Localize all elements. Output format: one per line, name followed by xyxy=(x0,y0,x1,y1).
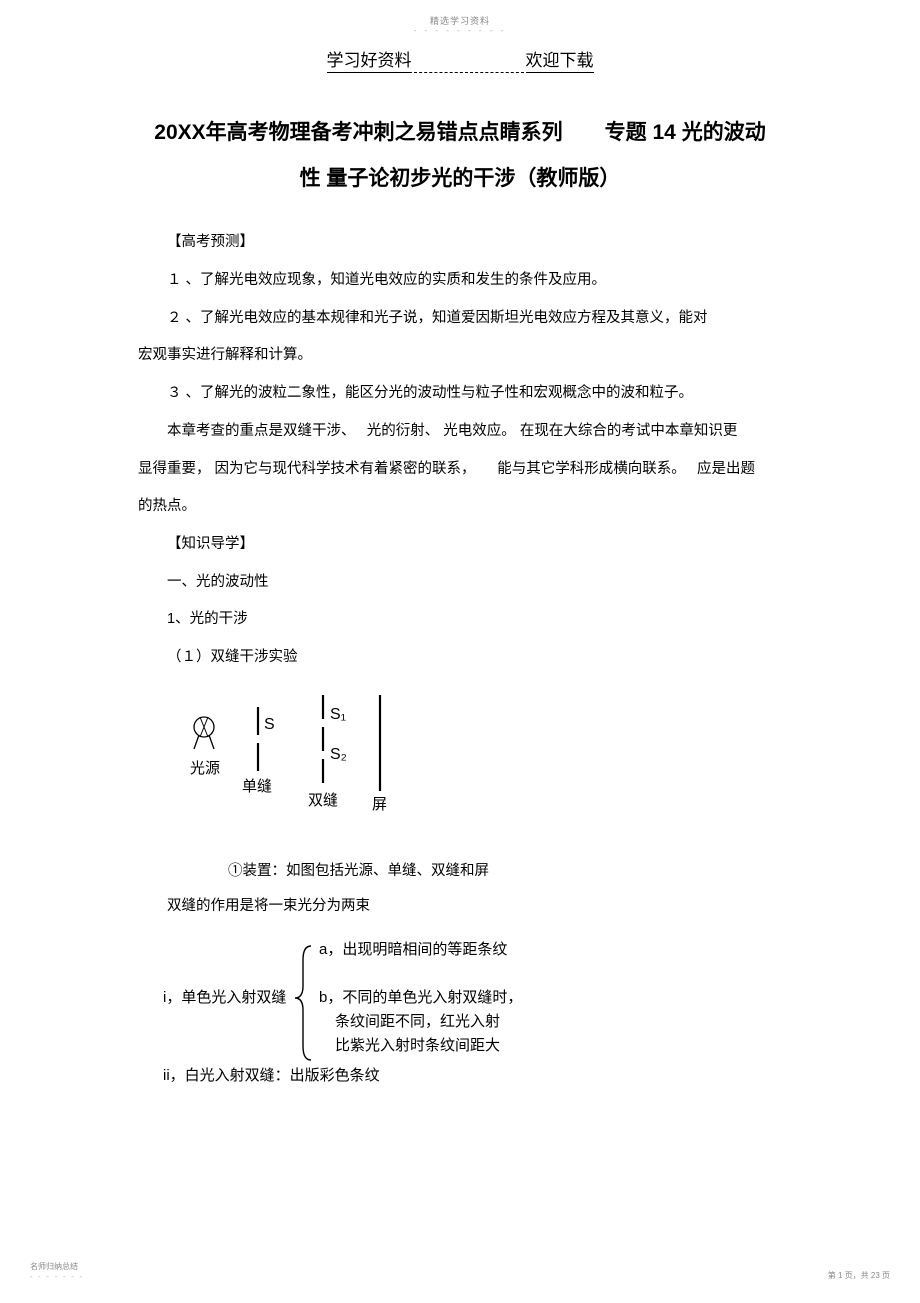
brace-ii: ii，白光入射双缝：出版彩色条纹 xyxy=(163,1067,380,1084)
paragraph: 双缝的作用是将一束光分为两束 xyxy=(138,888,782,926)
label-S2: S₂ xyxy=(330,746,347,763)
brace-b1: b，不同的单色光入射双缝时， xyxy=(319,989,522,1006)
page-title: 20XX年高考物理备考冲刺之易错点点睛系列 专题 14 光的波动 性 量子论初步… xyxy=(138,110,782,202)
heading-1: 一、光的波动性 xyxy=(138,564,782,602)
section-guide-heading: 【知识导学】 xyxy=(138,526,782,564)
page-header: 学习好资料 欢迎下载 xyxy=(0,46,920,73)
document-body: 20XX年高考物理备考冲刺之易错点点睛系列 专题 14 光的波动 性 量子论初步… xyxy=(138,110,782,1107)
label-S: S xyxy=(264,716,275,733)
brace-diagram: i，单色光入射双缝 a，出现明暗相间的等距条纹 b，不同的单色光入射双缝时， 条… xyxy=(163,932,583,1102)
footer-right: 第 1 页，共 23 页 xyxy=(828,1270,890,1281)
brace-b2: 条纹间距不同，红光入射 xyxy=(335,1013,500,1030)
title-line-1: 20XX年高考物理备考冲刺之易错点点睛系列 专题 14 光的波动 xyxy=(138,110,782,156)
label-S1: S₁ xyxy=(330,706,346,723)
brace-b3: 比紫光入射时条纹间距大 xyxy=(335,1037,500,1054)
paragraph: 的热点。 xyxy=(138,488,782,526)
label-double: 双缝 xyxy=(308,792,338,809)
brace-i-label: i，单色光入射双缝 xyxy=(163,989,286,1006)
label-source: 光源 xyxy=(190,760,220,777)
heading-2: 1、光的干涉 xyxy=(138,601,782,639)
label-single: 单缝 xyxy=(242,778,272,795)
heading-3: （１）双缝干涉实验 xyxy=(138,639,782,677)
label-screen: 屏 xyxy=(372,796,387,813)
paragraph: 本章考查的重点是双缝干涉、 光的衍射、 光电效应。 在现在大综合的考试中本章知识… xyxy=(138,413,782,451)
paragraph: 显得重要， 因为它与现代科学技术有着紧密的联系， 能与其它学科形成横向联系。 应… xyxy=(138,451,782,489)
paragraph: ２ 、了解光电效应的基本规律和光子说，知道爱因斯坦光电效应方程及其意义，能对 xyxy=(138,300,782,338)
section-forecast-heading: 【高考预测】 xyxy=(138,224,782,262)
watermark-dots-top: - - - - - - - - - xyxy=(0,26,920,35)
footer-left-dots: - - - - - - - xyxy=(30,1274,84,1281)
header-right: 欢迎下载 xyxy=(526,46,594,73)
paragraph: １ 、了解光电效应现象，知道光电效应的实质和发生的条件及应用。 xyxy=(138,262,782,300)
paragraph: ３ 、了解光的波粒二象性，能区分光的波动性与粒子性和宏观概念中的波和粒子。 xyxy=(138,375,782,413)
header-gap xyxy=(414,72,524,73)
footer-left-text: 名师归纳总结 xyxy=(30,1262,78,1271)
header-left: 学习好资料 xyxy=(327,46,412,73)
footer-left: 名师归纳总结 - - - - - - - xyxy=(30,1261,84,1281)
brace-a: a，出现明暗相间的等距条纹 xyxy=(319,940,507,958)
diagram-caption: ①装置：如图包括光源、单缝、双缝和屏 xyxy=(228,854,782,889)
title-line-2: 性 量子论初步光的干涉（教师版） xyxy=(138,156,782,202)
paragraph: 宏观事实进行解释和计算。 xyxy=(138,337,782,375)
double-slit-diagram: 光源 S 单缝 S₁ S₂ 双缝 屏 xyxy=(168,689,398,829)
